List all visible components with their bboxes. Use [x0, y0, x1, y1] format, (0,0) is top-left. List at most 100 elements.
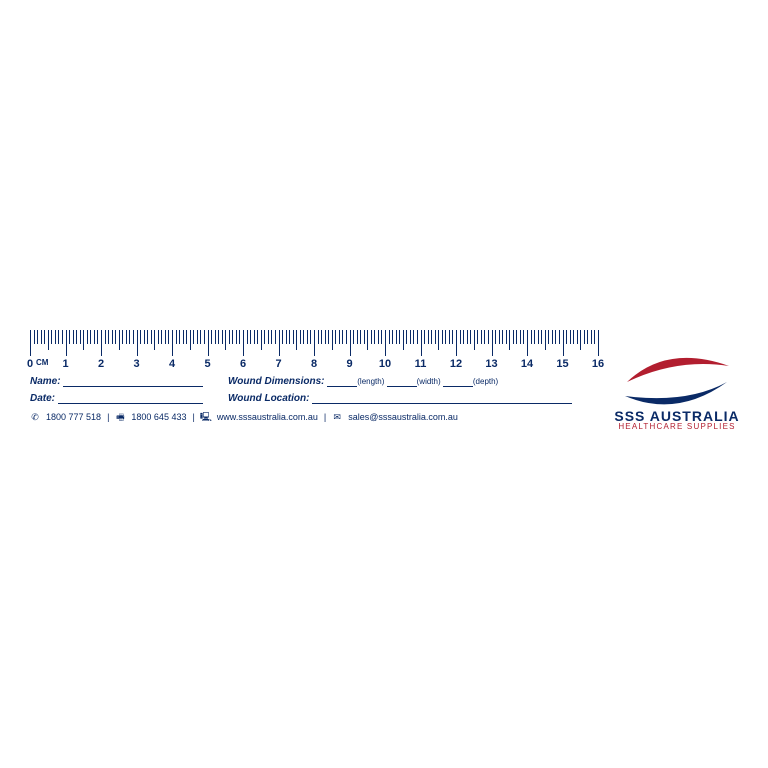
tick-major — [208, 330, 209, 356]
tick-minor — [381, 330, 382, 344]
tick-minor — [73, 330, 74, 344]
ruler-number: 3 — [133, 358, 139, 370]
tick-major — [492, 330, 493, 356]
tick-minor — [587, 330, 588, 344]
tick-minor — [289, 330, 290, 344]
tick-minor — [186, 330, 187, 344]
tick-minor — [357, 330, 358, 344]
width-input-line[interactable] — [387, 376, 417, 387]
tick-minor — [44, 330, 45, 344]
fax-text: 1800 645 433 — [131, 412, 186, 422]
ruler-number: 5 — [204, 358, 210, 370]
tick-minor — [591, 330, 592, 344]
tick-half — [119, 330, 120, 350]
tick-minor — [342, 330, 343, 344]
tick-minor — [445, 330, 446, 344]
tick-minor — [112, 330, 113, 344]
tick-minor — [463, 330, 464, 344]
tick-major — [350, 330, 351, 356]
tick-minor — [328, 330, 329, 344]
tick-minor — [534, 330, 535, 344]
ruler-number: 2 — [98, 358, 104, 370]
tick-minor — [275, 330, 276, 344]
tick-minor — [193, 330, 194, 344]
tick-minor — [165, 330, 166, 344]
tick-half — [261, 330, 262, 350]
date-input-line[interactable] — [58, 393, 203, 404]
tick-minor — [321, 330, 322, 344]
tick-minor — [353, 330, 354, 344]
tick-major — [66, 330, 67, 356]
tick-minor — [232, 330, 233, 344]
tick-half — [403, 330, 404, 350]
tick-minor — [254, 330, 255, 344]
ruler-number: 0 — [27, 358, 33, 370]
tick-minor — [435, 330, 436, 344]
tick-minor — [239, 330, 240, 344]
tick-minor — [594, 330, 595, 344]
tick-major — [30, 330, 31, 356]
tick-minor — [158, 330, 159, 344]
tick-half — [48, 330, 49, 350]
tick-minor — [247, 330, 248, 344]
tick-minor — [378, 330, 379, 344]
wound-ruler-card: 0CM12345678910111213141516 Name: Wound D… — [24, 330, 744, 460]
tick-minor — [449, 330, 450, 344]
tick-minor — [410, 330, 411, 344]
tick-minor — [310, 330, 311, 344]
tick-half — [438, 330, 439, 350]
depth-input-line[interactable] — [443, 376, 473, 387]
tick-minor — [62, 330, 63, 344]
tick-minor — [90, 330, 91, 344]
tick-minor — [552, 330, 553, 344]
ruler-number: 10 — [379, 358, 391, 370]
tick-major — [243, 330, 244, 356]
length-tag: (length) — [357, 377, 384, 386]
tick-major — [563, 330, 564, 356]
ruler-number: 6 — [240, 358, 246, 370]
tick-minor — [499, 330, 500, 344]
tick-half — [509, 330, 510, 350]
ruler-unit: CM — [36, 358, 48, 367]
tick-minor — [548, 330, 549, 344]
tick-minor — [531, 330, 532, 344]
ruler-number: 14 — [521, 358, 533, 370]
tick-half — [580, 330, 581, 350]
tick-minor — [300, 330, 301, 344]
tick-major — [279, 330, 280, 356]
tick-minor — [559, 330, 560, 344]
tick-minor — [484, 330, 485, 344]
separator: | — [107, 412, 109, 422]
tick-minor — [179, 330, 180, 344]
tick-minor — [197, 330, 198, 344]
tick-half — [367, 330, 368, 350]
tick-minor — [204, 330, 205, 344]
tick-minor — [520, 330, 521, 344]
tick-minor — [389, 330, 390, 344]
tick-minor — [584, 330, 585, 344]
tick-minor — [371, 330, 372, 344]
tick-minor — [506, 330, 507, 344]
tick-minor — [452, 330, 453, 344]
tick-minor — [374, 330, 375, 344]
name-input-line[interactable] — [63, 376, 203, 387]
separator: | — [324, 412, 326, 422]
tick-minor — [339, 330, 340, 344]
tick-minor — [460, 330, 461, 344]
name-field: Name: — [30, 376, 220, 387]
tick-minor — [211, 330, 212, 344]
tick-minor — [570, 330, 571, 344]
location-input-line[interactable] — [312, 393, 572, 404]
tick-minor — [97, 330, 98, 344]
tick-half — [296, 330, 297, 350]
tick-minor — [481, 330, 482, 344]
tick-minor — [392, 330, 393, 344]
tick-minor — [413, 330, 414, 344]
length-input-line[interactable] — [327, 376, 357, 387]
tick-minor — [126, 330, 127, 344]
tick-minor — [129, 330, 130, 344]
ruler-number: 12 — [450, 358, 462, 370]
tick-minor — [417, 330, 418, 344]
location-label: Wound Location: — [228, 393, 309, 404]
tick-minor — [58, 330, 59, 344]
